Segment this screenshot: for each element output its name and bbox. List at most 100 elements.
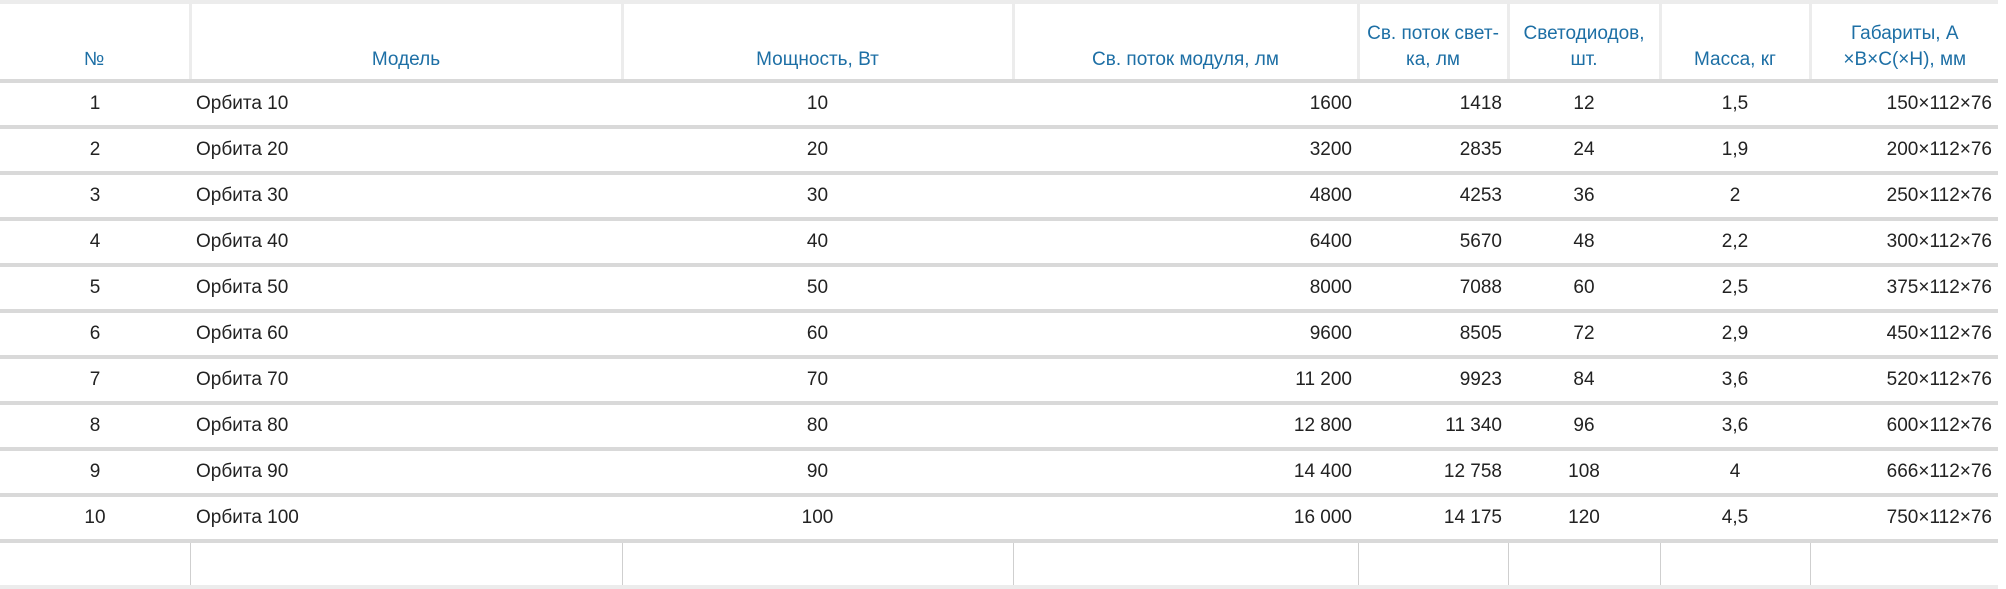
cell-number: 9 bbox=[0, 449, 190, 497]
cell-model: Орбита 60 bbox=[190, 311, 622, 359]
cell-module-flux: 4800 bbox=[1013, 173, 1358, 221]
cell-power: 60 bbox=[622, 311, 1013, 359]
header-mass: Масса, кг bbox=[1658, 0, 1810, 83]
cell-dimensions: 250×112×76 bbox=[1810, 173, 1998, 221]
cell-number: 7 bbox=[0, 357, 190, 405]
table-row: 7 Орбита 70 70 11 200 9923 84 3,6 520×112×76 bbox=[0, 357, 1998, 405]
cell-number: 8 bbox=[0, 403, 190, 451]
cell-power: 70 bbox=[622, 357, 1013, 405]
cell-mass: 2,5 bbox=[1660, 265, 1810, 313]
cell-dimensions: 600×112×76 bbox=[1810, 403, 1998, 451]
cell-power: 100 bbox=[622, 495, 1013, 543]
cell-model: Орбита 20 bbox=[190, 127, 622, 175]
cell-dimensions: 750×112×76 bbox=[1810, 495, 1998, 543]
cell-power: 20 bbox=[622, 127, 1013, 175]
cell-lamp-flux: 2835 bbox=[1358, 127, 1508, 175]
cell-module-flux: 12 800 bbox=[1013, 403, 1358, 451]
cell-model: Орбита 70 bbox=[190, 357, 622, 405]
header-module-flux: Св. поток модуля, лм bbox=[1011, 0, 1358, 83]
cell-leds: 24 bbox=[1508, 127, 1660, 175]
cell-mass: 1,9 bbox=[1660, 127, 1810, 175]
cell-mass: 1,5 bbox=[1660, 81, 1810, 129]
cell-dimensions: 150×112×76 bbox=[1810, 81, 1998, 129]
cell-power: 50 bbox=[622, 265, 1013, 313]
cell-module-flux: 11 200 bbox=[1013, 357, 1358, 405]
header-lamp-flux: Св. поток свет-ка, лм bbox=[1356, 0, 1508, 83]
cell-model: Орбита 30 bbox=[190, 173, 622, 221]
cell-lamp-flux: 5670 bbox=[1358, 219, 1508, 267]
table-row: 2 Орбита 20 20 3200 2835 24 1,9 200×112×76 bbox=[0, 127, 1998, 175]
empty-cell bbox=[1012, 541, 1358, 589]
header-power: Мощность, Вт bbox=[620, 0, 1013, 83]
cell-leds: 84 bbox=[1508, 357, 1660, 405]
cell-leds: 108 bbox=[1508, 449, 1660, 497]
cell-power: 30 bbox=[622, 173, 1013, 221]
cell-lamp-flux: 4253 bbox=[1358, 173, 1508, 221]
cell-model: Орбита 10 bbox=[190, 81, 622, 129]
cell-dimensions: 200×112×76 bbox=[1810, 127, 1998, 175]
table-row: 3 Орбита 30 30 4800 4253 36 2 250×112×76 bbox=[0, 173, 1998, 221]
cell-mass: 2,9 bbox=[1660, 311, 1810, 359]
empty-cell bbox=[1507, 541, 1660, 589]
cell-leds: 48 bbox=[1508, 219, 1660, 267]
cell-leds: 36 bbox=[1508, 173, 1660, 221]
empty-cell bbox=[1357, 541, 1508, 589]
empty-cell bbox=[621, 541, 1013, 589]
cell-leds: 120 bbox=[1508, 495, 1660, 543]
cell-lamp-flux: 8505 bbox=[1358, 311, 1508, 359]
cell-number: 2 bbox=[0, 127, 190, 175]
cell-number: 3 bbox=[0, 173, 190, 221]
cell-module-flux: 8000 bbox=[1013, 265, 1358, 313]
table-row: 5 Орбита 50 50 8000 7088 60 2,5 375×112×76 bbox=[0, 265, 1998, 313]
cell-leds: 60 bbox=[1508, 265, 1660, 313]
cell-number: 1 bbox=[0, 81, 190, 129]
cell-dimensions: 375×112×76 bbox=[1810, 265, 1998, 313]
cell-module-flux: 1600 bbox=[1013, 81, 1358, 129]
cell-mass: 4,5 bbox=[1660, 495, 1810, 543]
cell-module-flux: 14 400 bbox=[1013, 449, 1358, 497]
cell-leds: 72 bbox=[1508, 311, 1660, 359]
cell-lamp-flux: 1418 bbox=[1358, 81, 1508, 129]
empty-cell bbox=[189, 541, 622, 589]
cell-number: 4 bbox=[0, 219, 190, 267]
cell-leds: 96 bbox=[1508, 403, 1660, 451]
cell-dimensions: 520×112×76 bbox=[1810, 357, 1998, 405]
header-row: № Модель Мощность, Вт Св. поток модуля, … bbox=[0, 0, 1998, 83]
cell-power: 90 bbox=[622, 449, 1013, 497]
cell-module-flux: 16 000 bbox=[1013, 495, 1358, 543]
cell-module-flux: 3200 bbox=[1013, 127, 1358, 175]
empty-cell bbox=[1809, 541, 1998, 589]
header-model: Модель bbox=[188, 0, 622, 83]
cell-mass: 4 bbox=[1660, 449, 1810, 497]
cell-module-flux: 6400 bbox=[1013, 219, 1358, 267]
table-row: 6 Орбита 60 60 9600 8505 72 2,9 450×112×76 bbox=[0, 311, 1998, 359]
table-row: 9 Орбита 90 90 14 400 12 758 108 4 666×112×76 bbox=[0, 449, 1998, 497]
header-number: № bbox=[0, 0, 190, 83]
header-leds: Светодиодов, шт. bbox=[1506, 0, 1660, 83]
cell-module-flux: 9600 bbox=[1013, 311, 1358, 359]
table-row: 1 Орбита 10 10 1600 1418 12 1,5 150×112×76 bbox=[0, 81, 1998, 129]
cell-mass: 3,6 bbox=[1660, 403, 1810, 451]
cell-lamp-flux: 7088 bbox=[1358, 265, 1508, 313]
cell-dimensions: 300×112×76 bbox=[1810, 219, 1998, 267]
table-row: 8 Орбита 80 80 12 800 11 340 96 3,6 600×112×76 bbox=[0, 403, 1998, 451]
cell-power: 80 bbox=[622, 403, 1013, 451]
cell-number: 5 bbox=[0, 265, 190, 313]
cell-model: Орбита 90 bbox=[190, 449, 622, 497]
cell-lamp-flux: 14 175 bbox=[1358, 495, 1508, 543]
cell-dimensions: 666×112×76 bbox=[1810, 449, 1998, 497]
cell-number: 10 bbox=[0, 495, 190, 543]
cell-model: Орбита 100 bbox=[190, 495, 622, 543]
empty-cell bbox=[0, 541, 190, 589]
cell-mass: 2,2 bbox=[1660, 219, 1810, 267]
cell-mass: 3,6 bbox=[1660, 357, 1810, 405]
cell-lamp-flux: 9923 bbox=[1358, 357, 1508, 405]
cell-mass: 2 bbox=[1660, 173, 1810, 221]
cell-dimensions: 450×112×76 bbox=[1810, 311, 1998, 359]
cell-power: 40 bbox=[622, 219, 1013, 267]
empty-cell bbox=[1659, 541, 1810, 589]
cell-lamp-flux: 11 340 bbox=[1358, 403, 1508, 451]
cell-lamp-flux: 12 758 bbox=[1358, 449, 1508, 497]
cell-leds: 12 bbox=[1508, 81, 1660, 129]
